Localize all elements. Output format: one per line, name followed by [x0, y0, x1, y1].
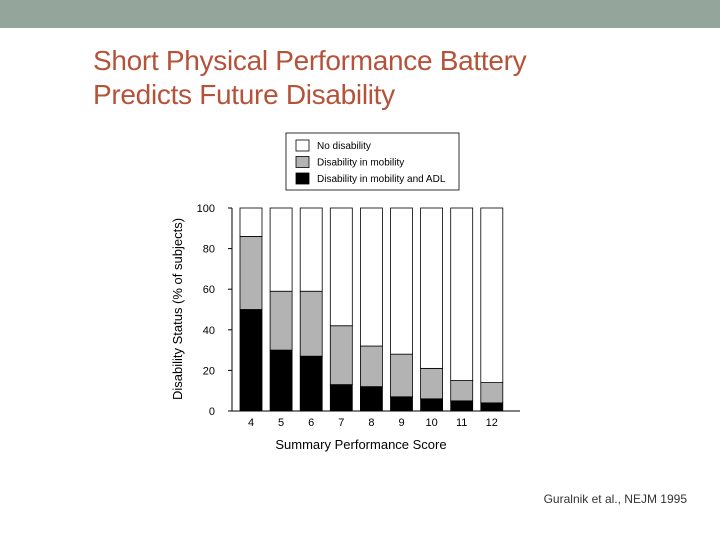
chart-axes: 0 20 40 60 80 100 4 5 6 7 8 9 10 11 12 Summary Performa…	[170, 203, 520, 452]
x-axis-label: Summary Performance Score	[275, 437, 446, 452]
bar-segment-6-series-1	[299, 290, 323, 357]
citation: Guralnik et al., NEJM 1995	[543, 492, 687, 506]
bar-segment-4-series-2	[239, 207, 263, 237]
y-axis-label: Disability Status (% of subjects)	[170, 218, 185, 400]
y-tick-label-0: 0	[209, 406, 215, 418]
x-tick-label-8: 8	[368, 417, 374, 429]
bar-segment-8-series-0	[359, 386, 383, 412]
bar-segment-5-series-0	[269, 349, 293, 412]
bar-segment-10-series-2	[420, 207, 444, 369]
slide-title-line-2: Predicts Future Disability	[93, 79, 395, 110]
x-tick-label-7: 7	[338, 417, 344, 429]
bar-segment-5-series-1	[269, 290, 293, 351]
slide-title-line-1: Short Physical Performance Battery	[93, 45, 527, 76]
bar-segment-7-series-0	[329, 384, 353, 412]
bar-segment-10-series-0	[420, 398, 444, 412]
bar-segment-4-series-0	[239, 309, 263, 412]
legend-label-1: Disability in mobility	[317, 158, 404, 169]
bar-segment-4-series-1	[239, 236, 263, 310]
y-tick-label-100: 100	[197, 203, 215, 215]
bar-segment-11-series-2	[450, 207, 474, 381]
bar-segment-11-series-0	[450, 400, 474, 412]
slide-title: Short Physical Performance Battery Predi…	[93, 44, 653, 112]
bar-segment-11-series-1	[450, 380, 474, 402]
bar-segment-8-series-1	[359, 345, 383, 388]
y-tick-label-60: 60	[203, 284, 215, 296]
top-band	[0, 0, 720, 28]
x-tick-label-4: 4	[248, 417, 254, 429]
bar-segment-6-series-2	[299, 207, 323, 292]
y-tick-label-20: 20	[203, 365, 215, 377]
bar-segment-8-series-2	[359, 207, 383, 347]
chart-bars	[239, 207, 504, 412]
bar-segment-7-series-2	[329, 207, 353, 327]
bar-segment-12-series-2	[480, 207, 504, 383]
x-tick-label-5: 5	[278, 417, 284, 429]
legend-swatch-0	[295, 139, 310, 152]
bar-segment-12-series-0	[480, 402, 504, 412]
y-tick-label-40: 40	[203, 325, 215, 337]
bar-segment-5-series-2	[269, 207, 293, 292]
bar-segment-12-series-1	[480, 382, 504, 404]
x-tick-label-11: 11	[456, 417, 467, 429]
bar-segment-7-series-1	[329, 325, 353, 386]
x-tick-label-6: 6	[308, 417, 314, 429]
legend-swatch-1	[295, 156, 310, 168]
legend-label-0: No disability	[317, 141, 371, 152]
x-tick-label-9: 9	[398, 417, 404, 429]
bar-segment-10-series-1	[420, 367, 444, 400]
y-tick-label-80: 80	[203, 244, 215, 256]
legend-swatch-2	[295, 172, 310, 185]
legend-label-2: Disability in mobility and ADL	[317, 174, 446, 185]
bar-segment-6-series-0	[299, 355, 323, 412]
chart-legend: No disability Disability in mobility Disab…	[285, 132, 460, 191]
bar-segment-9-series-2	[390, 207, 413, 355]
x-tick-label-10: 10	[425, 417, 437, 429]
legend-box	[285, 132, 460, 191]
bar-segment-9-series-0	[390, 396, 413, 412]
x-tick-label-12: 12	[486, 417, 498, 429]
bar-segment-9-series-1	[390, 353, 413, 398]
